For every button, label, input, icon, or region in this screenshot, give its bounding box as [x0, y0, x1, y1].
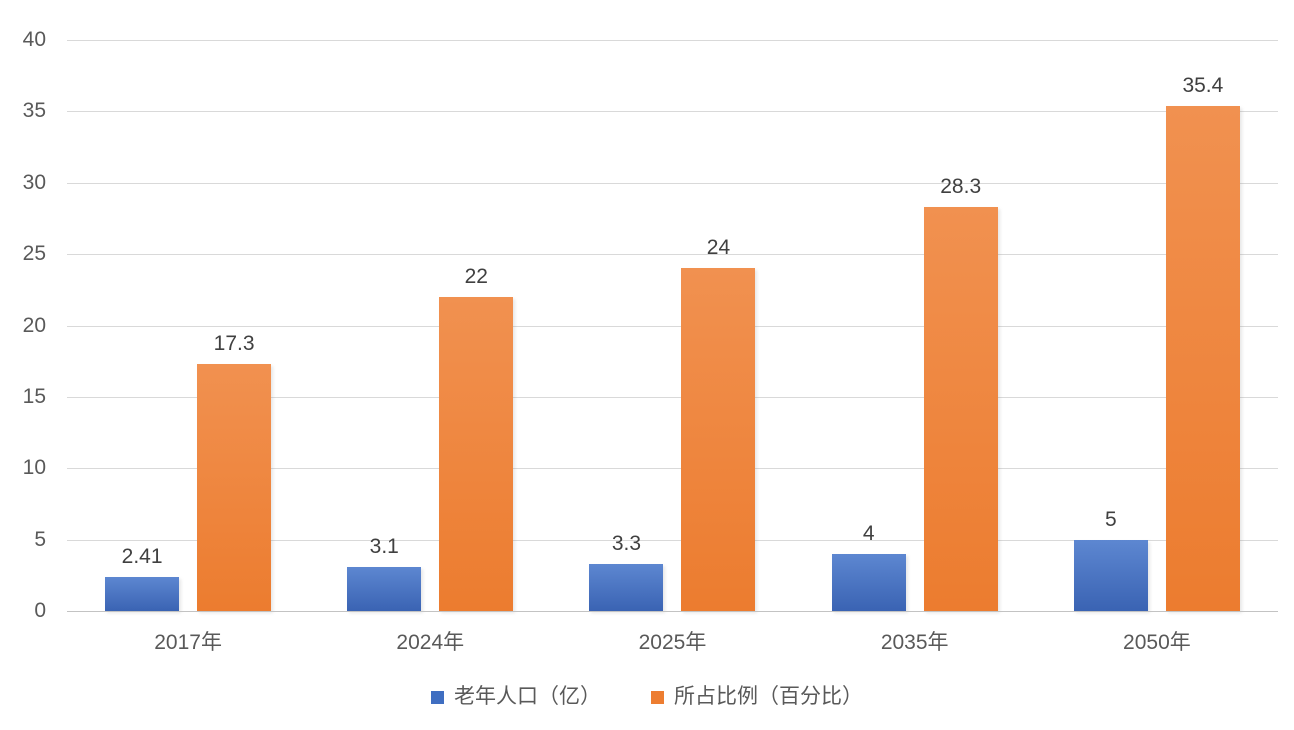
legend-item-percentage: 所占比例（百分比）: [651, 682, 863, 712]
category-group-2035年: 4 28.3: [794, 40, 1036, 611]
gridline: [67, 325, 1278, 327]
legend-swatch-blue-icon: [431, 690, 444, 704]
bar-blue-2050年: [1073, 539, 1148, 611]
y-tick-label: 35: [22, 99, 46, 123]
category-group-2024年: 3.1 22: [309, 40, 551, 611]
bar-blue-2017年: [105, 576, 180, 611]
bar-blue-2024年: [347, 566, 422, 611]
y-tick-label: 5: [34, 527, 46, 551]
gridline: [67, 40, 1278, 41]
bar-orange-2024年: [439, 296, 514, 611]
y-tick-label: 40: [22, 28, 46, 51]
y-tick-label: 15: [22, 384, 46, 408]
x-tick-label: 2050年: [1123, 631, 1191, 654]
gridline: [67, 182, 1278, 184]
y-tick-label: 25: [22, 242, 46, 266]
gridline: [67, 539, 1278, 541]
bar-value-label: 5: [1105, 507, 1117, 531]
bar-value-label: 3.1: [369, 534, 399, 558]
bar-value-label: 2.41: [121, 544, 163, 568]
legend-label-percentage: 所占比例（百分比）: [674, 685, 863, 708]
legend-label-elderly-population: 老年人口（亿）: [454, 685, 601, 708]
gridline: [67, 396, 1278, 398]
legend-swatch-orange-icon: [651, 690, 664, 704]
bar-blue-2035年: [831, 553, 906, 611]
bar-orange-2017年: [197, 364, 272, 611]
legend: 老年人口（亿） 所占比例（百分比）: [0, 682, 1294, 712]
bar-blue-2025年: [589, 563, 664, 611]
category-group-2025年: 3.3 24: [551, 40, 793, 611]
gridline: [67, 468, 1278, 470]
bar-value-label: 35.4: [1182, 73, 1224, 97]
y-tick-label: 0: [34, 599, 46, 622]
category-group-2017年: 2.41 17.3: [67, 40, 309, 611]
y-tick-label: 20: [22, 313, 46, 337]
bar-orange-2025年: [681, 268, 756, 611]
x-tick-label: 2017年: [154, 631, 222, 654]
y-tick-label: 10: [22, 456, 46, 480]
y-tick-label: 30: [22, 170, 46, 194]
x-tick-label: 2024年: [396, 631, 465, 654]
bar-value-label: 22: [464, 264, 488, 288]
bar-value-label: 28.3: [940, 175, 982, 199]
bar-value-label: 4: [862, 521, 875, 545]
legend-item-elderly-population: 老年人口（亿）: [431, 682, 601, 712]
x-tick-label: 2025年: [638, 631, 707, 654]
bar-value-label: 17.3: [213, 332, 255, 356]
plot-area: 2.41 17.3 3.1 22 3.3 24 4 28.3 5 35.4: [67, 40, 1278, 612]
gridline: [67, 111, 1278, 113]
bar-orange-2035年: [923, 207, 998, 611]
gridline: [67, 254, 1278, 256]
bar-value-label: 24: [706, 236, 731, 260]
category-group-2050年: 5 35.4: [1036, 40, 1278, 611]
x-axis-line: [67, 611, 1278, 612]
bar-orange-2050年: [1165, 105, 1240, 611]
bar-value-label: 3.3: [611, 531, 642, 555]
x-tick-label: 2035年: [880, 631, 949, 654]
